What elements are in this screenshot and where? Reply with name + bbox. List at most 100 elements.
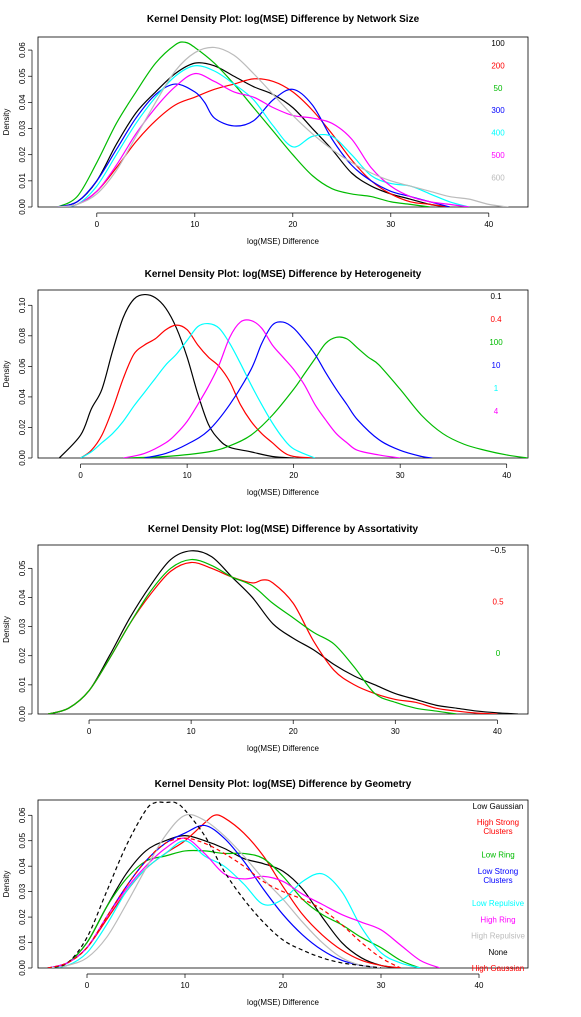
series-line-200 [57,78,450,207]
y-tick-label: 0.00 [18,450,27,466]
x-tick-label: 30 [386,220,395,229]
chart-assortativity: Kernel Density Plot: log(MSE) Difference… [2,524,529,753]
series-line-0 [48,558,457,714]
plot-frame [37,544,529,715]
series-line-10 [144,321,433,458]
series-lines [58,293,528,458]
y-tick-label: 0.10 [18,297,27,313]
chart-geometry: Kernel Density Plot: log(MSE) Difference… [2,779,529,1007]
y-tick-label: 0.05 [18,560,27,576]
x-tick-label: 40 [502,471,511,480]
legend-entry-100: 100 [491,39,505,48]
y-tick-label: 0.04 [18,94,27,110]
series-line-0-5 [48,550,518,714]
y-tick-label: 0.02 [18,419,27,435]
plot-frame [37,36,529,208]
y-tick-label: 0.00 [18,960,27,976]
y-axis-label: Density [2,871,11,898]
legend-entry-0-5: 0.5 [492,598,504,607]
series-line-low-repulsive [47,840,421,968]
y-tick-label: 0.05 [18,68,27,84]
legend-entry-1: 1 [494,384,499,393]
chart-heterogeneity: Kernel Density Plot: log(MSE) Difference… [2,269,529,497]
x-tick-label: 10 [190,220,199,229]
plot-frame [37,799,529,969]
series-line-1 [80,322,316,458]
legend-entry-low-gaussian: Low Gaussian [473,802,524,811]
x-axis-label: log(MSE) Difference [247,488,319,497]
y-tick-label: 0.03 [18,883,27,899]
chart-network-size: Kernel Density Plot: log(MSE) Difference… [2,14,529,246]
x-tick-label: 10 [181,981,190,990]
legend-entry-high-ring: High Ring [480,915,515,924]
series-lines [57,41,509,207]
x-tick-label: 20 [279,981,288,990]
y-axis-label: Density [2,109,11,136]
x-tick-label: 0 [78,471,83,480]
y-tick-label: 0.01 [18,934,27,950]
y-tick-label: 0.01 [18,677,27,693]
legend-entry-400: 400 [491,129,505,138]
y-tick-label: 0.03 [18,120,27,136]
x-tick-label: 0 [95,220,100,229]
y-tick-label: 0.06 [18,358,27,374]
legend-entry-low-ring: Low Ring [481,851,514,860]
y-tick-label: 0.02 [18,146,27,162]
x-tick-label: 40 [484,220,493,229]
x-tick-label: 30 [391,727,400,736]
y-tick-label: 0.03 [18,618,27,634]
x-tick-label: 10 [183,471,192,480]
y-tick-label: 0.01 [18,173,27,189]
legend-entry-300: 300 [491,106,505,115]
series-line-low-strong-clusters [47,824,382,968]
legend-entry-4: 4 [494,407,499,416]
series-line-high-repulsive [47,813,382,968]
x-tick-label: 30 [377,981,386,990]
series-lines [48,550,518,714]
y-tick-label: 0.04 [18,389,27,405]
x-tick-label: 10 [187,727,196,736]
series-line-600 [57,46,509,207]
legend-entry-0: 0 [496,649,501,658]
series-line-high-strong-clusters [47,814,401,968]
x-tick-label: 20 [289,727,298,736]
y-tick-label: 0.06 [18,807,27,823]
x-tick-label: 40 [493,727,502,736]
x-tick-label: 30 [396,471,405,480]
y-tick-label: 0.05 [18,832,27,848]
x-tick-label: 0 [85,981,90,990]
x-tick-label: 20 [288,220,297,229]
legend-entry-none: None [488,948,508,957]
series-line-none [47,801,382,968]
legend-entry-0-4: 0.4 [490,315,502,324]
legend-entry-10: 10 [492,361,501,370]
series-lines [47,801,441,968]
legend-entry-low-repulsive: Low Repulsive [472,899,525,908]
legend-entry-low-strong-clusters: Low Strong Clusters [478,867,518,885]
legend-entry-100: 100 [489,338,503,347]
chart-title: Kernel Density Plot: log(MSE) Difference… [155,779,412,790]
legend-entry-high-strong-clusters: High Strong Clusters [477,818,519,836]
y-tick-label: 0.02 [18,647,27,663]
x-axis-label: log(MSE) Difference [247,744,319,753]
series-line-500 [57,72,470,207]
series-line-0-1 [58,293,294,458]
legend-entry-600: 600 [491,173,505,182]
y-tick-label: 0.00 [18,199,27,215]
series-line-low-ring [47,849,421,968]
x-tick-label: 40 [475,981,484,990]
legend-entry-50: 50 [494,84,503,93]
x-axis-label: log(MSE) Difference [247,237,319,246]
chart-title: Kernel Density Plot: log(MSE) Difference… [145,269,422,280]
x-tick-label: 0 [87,727,92,736]
legend-entry-200: 200 [491,61,505,70]
series-line-high-ring [47,837,441,968]
y-axis-label: Density [2,361,11,388]
legend-entry-500: 500 [491,151,505,160]
y-tick-label: 0.00 [18,706,27,722]
y-axis-label: Density [2,616,11,643]
series-line-high-gaussian [47,837,401,968]
y-tick-label: 0.04 [18,858,27,874]
legend-entry-high-repulsive: High Repulsive [471,932,525,941]
series-line-0-5 [48,561,498,714]
